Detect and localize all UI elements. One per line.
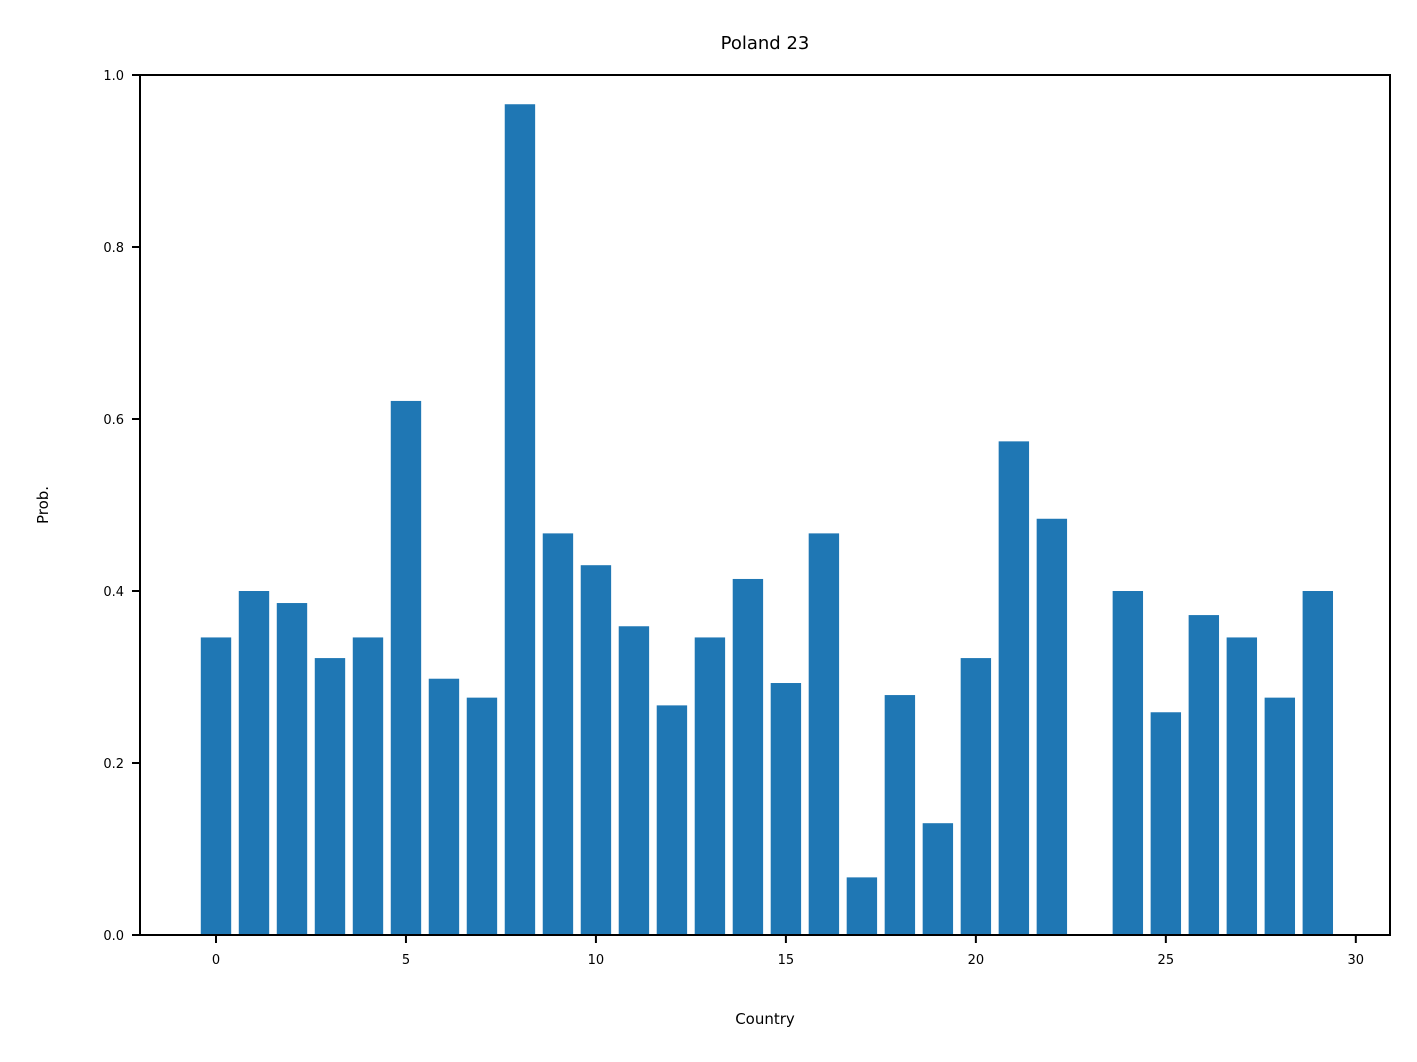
bar-8 [504,104,536,936]
bar-10 [580,565,612,935]
bar-19 [922,823,954,935]
bar-15 [770,683,802,935]
bar-1 [238,591,270,935]
bar-24 [1112,591,1144,935]
bar-13 [694,637,726,935]
chart-title: Poland 23 [721,33,810,54]
bar-29 [1302,591,1334,935]
bar-5 [390,400,422,935]
x-tick-label: 15 [778,953,795,968]
x-axis-ticks: 0 5 10 15 20 25 30 [212,935,1364,968]
bar-16 [808,533,840,935]
bar-14 [732,578,764,935]
x-tick-label: 10 [588,953,605,968]
y-tick-label: 0.8 [103,241,124,256]
bar-7 [466,697,498,935]
x-axis-label: Country [735,1010,795,1028]
x-tick-label: 0 [212,953,220,968]
bar-25 [1150,712,1182,935]
y-tick-label: 1.0 [103,69,124,84]
bar-4 [352,637,384,935]
y-tick-label: 0.0 [103,929,124,944]
bar-12 [656,705,688,935]
x-tick-label: 30 [1348,953,1365,968]
bar-26 [1188,615,1220,935]
y-tick-label: 0.4 [103,585,124,600]
bar-28 [1264,697,1296,935]
bar-22 [1036,518,1068,935]
x-tick-label: 25 [1158,953,1175,968]
plot-frame [139,74,1391,936]
bars-group [200,104,1334,936]
y-axis-ticks: 0.0 0.2 0.4 0.6 0.8 1.0 [103,69,140,944]
bar-27 [1226,637,1258,935]
bar-6 [428,678,460,935]
bar-9 [542,533,574,935]
x-tick-label: 5 [402,953,410,968]
bar-20 [960,658,992,935]
y-axis-label: Prob. [34,486,52,524]
y-tick-label: 0.2 [103,757,124,772]
bar-21 [998,441,1030,935]
bar-11 [618,626,650,935]
bar-18 [884,695,916,935]
y-tick-label: 0.6 [103,413,124,428]
bar-3 [314,658,346,935]
bar-17 [846,877,878,935]
bar-2 [276,603,308,935]
x-tick-label: 20 [968,953,985,968]
bar-0 [200,637,232,935]
